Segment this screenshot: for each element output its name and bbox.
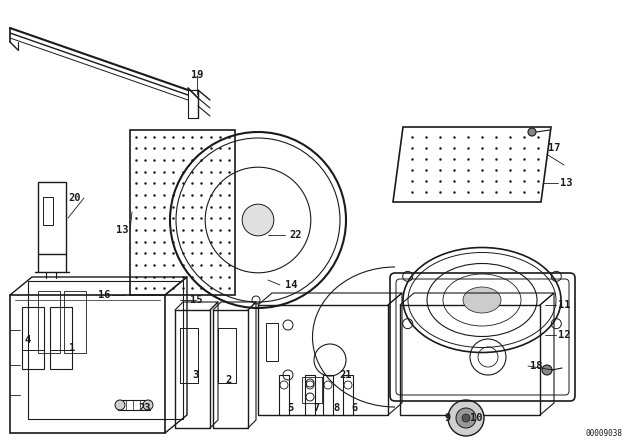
Text: 22: 22 <box>290 230 302 240</box>
Bar <box>22 307 44 369</box>
Text: 14: 14 <box>285 280 297 290</box>
Bar <box>50 307 72 369</box>
Text: 11: 11 <box>557 300 570 310</box>
Bar <box>266 323 278 361</box>
Text: 6: 6 <box>351 403 357 413</box>
Bar <box>38 182 66 254</box>
Circle shape <box>456 408 476 428</box>
Circle shape <box>143 400 153 410</box>
Text: 4: 4 <box>25 335 31 345</box>
Text: 19: 19 <box>191 70 204 80</box>
Bar <box>175 310 210 428</box>
Text: 7: 7 <box>313 403 319 413</box>
Text: 16: 16 <box>98 290 110 300</box>
Bar <box>43 197 53 225</box>
Bar <box>258 305 388 415</box>
Circle shape <box>448 400 484 436</box>
Text: 5: 5 <box>287 403 293 413</box>
Bar <box>302 377 322 403</box>
Bar <box>400 305 540 415</box>
Bar <box>130 130 235 295</box>
Circle shape <box>542 365 552 375</box>
Bar <box>28 281 183 419</box>
Bar <box>323 375 333 415</box>
Text: 13: 13 <box>116 225 128 235</box>
Bar <box>118 400 150 410</box>
Text: 2: 2 <box>225 375 231 385</box>
Text: 3: 3 <box>192 370 198 380</box>
Text: 15: 15 <box>189 295 202 305</box>
Text: 9: 9 <box>445 413 451 423</box>
Bar <box>64 291 86 353</box>
Text: 00009038: 00009038 <box>585 429 622 438</box>
Text: 20: 20 <box>68 193 81 203</box>
Text: 21: 21 <box>340 370 352 380</box>
Bar <box>38 291 60 353</box>
Text: 8: 8 <box>333 403 339 413</box>
Text: 18: 18 <box>530 361 542 371</box>
Bar <box>218 328 236 383</box>
Circle shape <box>242 204 274 236</box>
Text: 23: 23 <box>139 403 151 413</box>
Text: 17: 17 <box>548 143 560 153</box>
Bar <box>180 328 198 383</box>
Circle shape <box>462 414 470 422</box>
Bar <box>343 375 353 415</box>
Text: 10: 10 <box>470 413 483 423</box>
Circle shape <box>115 400 125 410</box>
Bar <box>305 375 315 415</box>
Text: 12: 12 <box>557 330 570 340</box>
Ellipse shape <box>463 287 501 313</box>
Bar <box>213 310 248 428</box>
Text: 13: 13 <box>560 178 572 188</box>
Bar <box>279 375 289 415</box>
Circle shape <box>528 128 536 136</box>
Bar <box>10 295 165 433</box>
Text: 1: 1 <box>69 343 75 353</box>
